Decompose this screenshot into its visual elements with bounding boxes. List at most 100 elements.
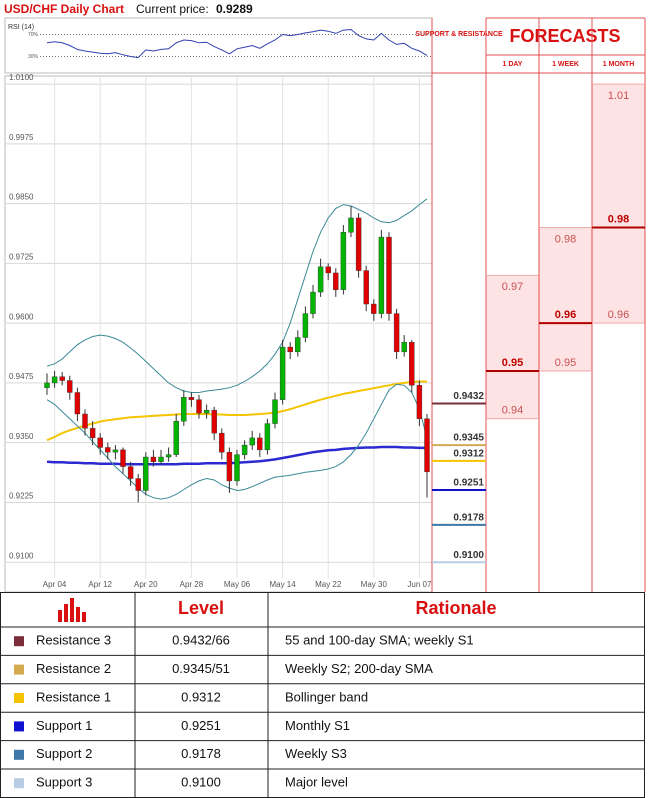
candle-body: [409, 342, 415, 386]
forecast-column-header: 1 MONTH: [603, 61, 635, 68]
rsi-label: RSI (14): [8, 24, 34, 31]
candle-body: [378, 236, 385, 314]
table-swatch: [14, 664, 24, 675]
forecast-mid-label: 0.98: [608, 213, 629, 225]
forecast-low-label: 0.94: [502, 405, 523, 417]
candle-body: [127, 466, 134, 479]
candle-body: [89, 428, 96, 439]
forecasts-title: FORECASTS: [509, 26, 620, 46]
candle-body: [424, 418, 430, 473]
table-rationale: Major level: [285, 775, 348, 790]
candle-body: [295, 337, 301, 353]
candle-body: [279, 346, 286, 400]
table-level-name: Support 3: [36, 775, 92, 790]
level-label: 0.9178: [453, 513, 484, 524]
table-icon: [58, 598, 86, 622]
candle-body: [333, 272, 339, 290]
icon-bar: [58, 610, 62, 622]
candle-body: [401, 342, 407, 353]
table-rationale: Bollinger band: [285, 689, 368, 704]
table-level-value: 0.9312: [181, 689, 221, 704]
table-level-name: Support 2: [36, 746, 92, 761]
table-level-name: Resistance 2: [36, 661, 111, 676]
candle-body: [196, 399, 202, 414]
table-level-name: Support 1: [36, 718, 92, 733]
x-tick-label: Jun 07: [407, 580, 432, 589]
candle-body: [165, 454, 172, 458]
indicator-line: [46, 383, 428, 500]
chart-title: USD/CHF Daily Chart: [4, 2, 124, 16]
candle-body: [393, 313, 400, 353]
candle-body: [74, 392, 81, 415]
candle-body: [264, 423, 271, 451]
forecast-high-label: 1.01: [608, 90, 629, 102]
candle-body: [44, 382, 50, 388]
candle-body: [120, 449, 126, 467]
candle-body: [67, 380, 73, 393]
y-tick-label: 1.0100: [9, 73, 34, 82]
candle-body: [340, 232, 347, 290]
candle-body: [97, 437, 103, 448]
y-tick-label: 0.9225: [9, 492, 34, 501]
x-tick-label: Apr 04: [43, 580, 67, 589]
candle-body: [371, 303, 377, 314]
table-swatch: [14, 693, 24, 703]
forecast-low-label: 0.95: [555, 357, 576, 369]
y-tick-label: 0.9725: [9, 252, 34, 261]
forecast-column-header: 1 WEEK: [552, 61, 579, 68]
table-rationale: Monthly S1: [285, 718, 350, 733]
y-tick-label: 0.9100: [9, 551, 34, 560]
candle-body: [173, 420, 179, 455]
y-tick-label: 0.9475: [9, 372, 34, 381]
table-header: Level: [178, 598, 224, 618]
candle-body: [226, 452, 233, 482]
y-tick-label: 0.9975: [9, 133, 34, 142]
y-tick-label: 0.9350: [9, 432, 34, 441]
forecast-range: [486, 275, 539, 419]
table-level-value: 0.9251: [181, 718, 221, 733]
current-price-label: Current price:: [136, 2, 209, 16]
candle-body: [150, 456, 157, 463]
rsi-tick-label: 30%: [28, 54, 39, 60]
candle-body: [287, 346, 293, 353]
candle-body: [302, 313, 309, 338]
candle-body: [59, 376, 65, 381]
candle-body: [158, 456, 164, 463]
y-tick-label: 0.9850: [9, 193, 34, 202]
levels-header: SUPPORT & RESISTANCE: [415, 31, 503, 38]
table-level-value: 0.9178: [181, 746, 221, 761]
x-tick-label: Apr 12: [88, 580, 112, 589]
candle-body: [105, 447, 111, 453]
candle-body: [310, 291, 316, 314]
x-tick-label: Apr 28: [180, 580, 204, 589]
forecast-high-label: 0.97: [502, 281, 523, 293]
level-label: 0.9251: [453, 478, 484, 489]
icon-bar: [70, 598, 74, 622]
table-level-name: Resistance 3: [36, 633, 111, 648]
candle-body: [416, 385, 423, 419]
candle-body: [355, 217, 362, 271]
forecast-range: [592, 84, 645, 324]
x-tick-label: May 14: [269, 580, 296, 589]
forecast-column-header: 1 DAY: [503, 61, 523, 68]
level-label: 0.9432: [453, 391, 484, 402]
candle-body: [272, 399, 278, 424]
x-tick-label: May 22: [315, 580, 342, 589]
table-level-value: 0.9100: [181, 775, 221, 790]
candle-body: [363, 270, 369, 305]
table-swatch: [14, 749, 24, 760]
candle-body: [211, 409, 217, 434]
candle-body: [181, 397, 187, 422]
candle-body: [325, 266, 331, 274]
table-swatch: [14, 778, 24, 789]
level-label: 0.9100: [453, 550, 484, 561]
candle-body: [249, 437, 255, 446]
candle-body: [348, 217, 354, 233]
indicator-line: [46, 380, 427, 442]
forecast-mid-label: 0.96: [555, 309, 576, 321]
forecast-high-label: 0.98: [555, 233, 576, 245]
icon-bar: [76, 607, 80, 622]
icon-bar: [64, 604, 68, 622]
x-tick-label: May 30: [361, 580, 388, 589]
level-label: 0.9312: [453, 448, 484, 459]
